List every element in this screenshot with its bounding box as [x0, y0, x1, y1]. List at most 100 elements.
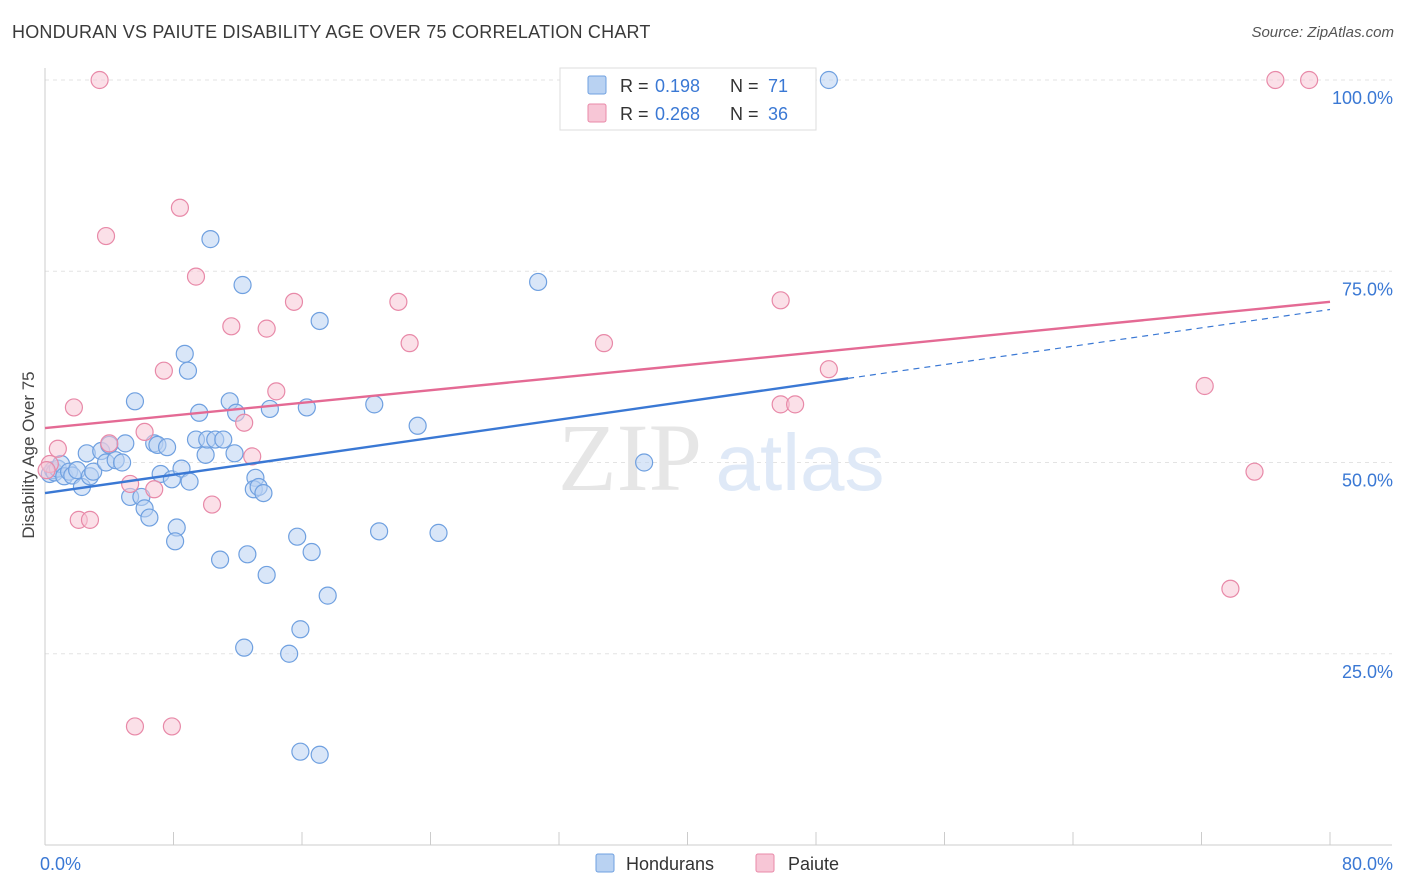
data-point-paiute	[222, 317, 241, 336]
data-point-paiute	[121, 474, 140, 494]
data-point-hondurans	[238, 545, 257, 564]
data-point-paiute	[80, 510, 100, 529]
data-point-paiute	[154, 361, 173, 380]
y-axis-label: Disability Age Over 75	[19, 371, 38, 538]
data-point-hondurans	[157, 438, 177, 457]
data-point-hondurans	[819, 70, 838, 90]
data-point-paiute	[771, 291, 790, 310]
data-point-hondurans	[291, 620, 310, 639]
data-point-paiute	[819, 360, 838, 379]
data-point-hondurans	[233, 275, 252, 295]
x-tick-label: 80.0%	[1342, 854, 1393, 874]
data-point-paiute	[594, 334, 614, 353]
legend-item-paiute[interactable]: Paiute	[755, 853, 839, 874]
data-point-hondurans	[178, 361, 198, 380]
data-point-hondurans	[310, 745, 329, 764]
trend-layer	[44, 300, 1331, 495]
data-point-paiute	[186, 267, 206, 286]
data-point-paiute	[243, 447, 262, 466]
data-point-hondurans	[280, 644, 299, 663]
stats-row-hondurans: R = 0.198 N = 71	[587, 75, 788, 96]
data-point-hondurans	[84, 462, 103, 481]
stats-r-label: R =	[620, 76, 649, 96]
stats-legend: R = 0.198 N = 71 R = 0.268 N = 36	[559, 67, 817, 131]
data-point-paiute	[100, 434, 119, 453]
data-point-hondurans	[302, 542, 321, 562]
trend-line-paiute	[44, 300, 1331, 430]
data-point-paiute	[1300, 70, 1319, 90]
data-point-hondurans	[370, 522, 389, 541]
y-tick-label: 75.0%	[1342, 279, 1393, 299]
stats-r-value: 0.268	[655, 104, 700, 124]
stats-n-label: N =	[730, 104, 759, 124]
data-point-hondurans	[201, 230, 220, 249]
legend-label-paiute: Paiute	[788, 854, 839, 874]
data-point-paiute	[1221, 579, 1240, 598]
y-tick-label: 100.0%	[1332, 88, 1393, 108]
data-point-hondurans	[260, 399, 279, 419]
data-point-hondurans	[257, 565, 276, 585]
data-point-paiute	[170, 198, 190, 217]
data-point-paiute	[786, 395, 805, 414]
trend-line-hondurans	[44, 377, 849, 495]
data-point-paiute	[257, 319, 276, 338]
data-point-paiute	[48, 439, 67, 458]
data-point-hondurans	[116, 434, 135, 453]
data-point-paiute	[235, 413, 254, 432]
data-point-hondurans	[254, 484, 273, 503]
data-point-hondurans	[166, 532, 185, 551]
data-point-paiute	[64, 398, 84, 417]
stats-swatch-paiute	[587, 103, 607, 123]
data-point-hondurans	[210, 550, 230, 569]
data-point-hondurans	[225, 444, 244, 463]
data-point-paiute	[125, 717, 145, 736]
stats-n-label: N =	[730, 76, 759, 96]
data-point-hondurans	[635, 453, 654, 472]
chart-source: Source: ZipAtlas.com	[1251, 24, 1394, 41]
data-point-hondurans	[310, 311, 329, 331]
data-point-hondurans	[288, 527, 307, 546]
legend-swatch-paiute	[755, 853, 775, 873]
data-point-hondurans	[529, 272, 548, 292]
data-point-hondurans	[175, 344, 194, 363]
data-point-paiute	[96, 226, 116, 246]
data-point-paiute	[90, 70, 109, 90]
data-point-paiute	[1266, 70, 1285, 90]
stats-n-value: 36	[768, 104, 788, 124]
y-tick-label: 50.0%	[1342, 471, 1393, 491]
data-point-paiute	[135, 422, 154, 441]
data-point-paiute	[1245, 462, 1264, 481]
data-point-paiute	[162, 717, 181, 736]
chart-title: HONDURAN VS PAIUTE DISABILITY AGE OVER 7…	[12, 22, 651, 42]
data-point-paiute	[145, 480, 164, 499]
data-point-paiute	[1195, 376, 1214, 396]
data-point-paiute	[389, 292, 408, 311]
stats-n-value: 71	[768, 76, 788, 96]
points-layer	[37, 70, 1319, 764]
data-point-paiute	[284, 292, 304, 311]
data-point-hondurans	[214, 430, 233, 449]
watermark-zip: ZIP	[558, 404, 702, 511]
data-point-hondurans	[140, 508, 159, 527]
data-point-hondurans	[196, 445, 215, 464]
watermark: ZIP atlas	[558, 404, 884, 511]
data-point-hondurans	[112, 453, 132, 472]
stats-r-value: 0.198	[655, 76, 700, 96]
data-point-hondurans	[365, 395, 384, 414]
data-point-paiute	[37, 461, 56, 480]
data-point-hondurans	[408, 416, 427, 435]
data-point-hondurans	[291, 742, 310, 761]
data-point-hondurans	[318, 586, 337, 605]
data-point-hondurans	[180, 472, 199, 491]
data-point-paiute	[400, 334, 419, 353]
stats-swatch-hondurans	[587, 75, 607, 95]
grid-layer	[45, 79, 1392, 655]
stats-r-label: R =	[620, 104, 649, 124]
legend-swatch-hondurans	[595, 853, 615, 873]
legend-item-hondurans[interactable]: Hondurans	[595, 853, 714, 874]
x-tick-label: 0.0%	[40, 854, 81, 874]
data-point-hondurans	[429, 523, 448, 542]
data-point-paiute	[202, 495, 222, 514]
data-point-hondurans	[125, 392, 145, 411]
